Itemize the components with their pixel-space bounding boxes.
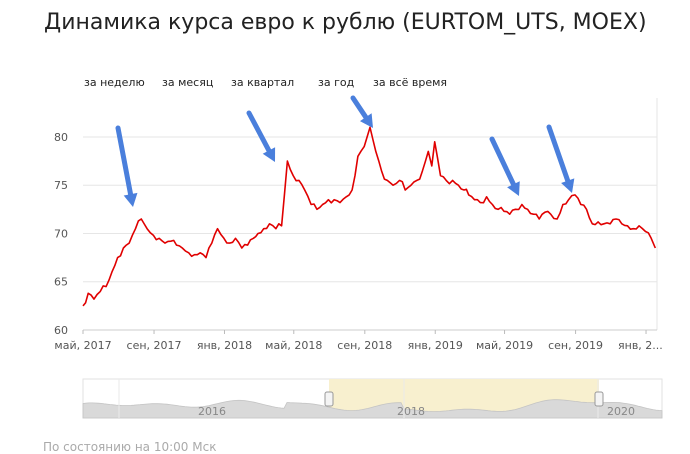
x-tick-label: сен, 2017 bbox=[127, 339, 182, 352]
arrow-head bbox=[262, 147, 276, 162]
navigator-series bbox=[82, 399, 663, 419]
page-title: Динамика курса евро к рублю (EURTOM_UTS,… bbox=[44, 10, 647, 35]
tab-week[interactable]: за неделю bbox=[84, 76, 145, 89]
x-tick-label: май, 2018 bbox=[265, 339, 322, 352]
y-tick-label: 75 bbox=[54, 179, 68, 192]
navigator-left-handle[interactable] bbox=[324, 391, 334, 407]
x-tick-label: сен, 2019 bbox=[548, 339, 603, 352]
annotation-arrows bbox=[115, 95, 575, 207]
navigator-year-label: 2016 bbox=[198, 405, 226, 418]
x-tick-label: май, 2017 bbox=[54, 339, 111, 352]
navigator-year-label: 2018 bbox=[397, 405, 425, 418]
navigator-right-handle[interactable] bbox=[594, 391, 604, 407]
tab-quarter[interactable]: за квартал bbox=[231, 76, 295, 89]
range-navigator[interactable]: 2016 2018 2020 bbox=[82, 378, 663, 419]
arrow-head bbox=[561, 178, 575, 193]
x-tick-label: янв, 2019 bbox=[408, 339, 463, 352]
tab-all-time[interactable]: за всё время bbox=[373, 76, 448, 89]
tab-month[interactable]: за месяц bbox=[162, 76, 214, 89]
y-tick-label: 70 bbox=[54, 227, 68, 240]
series bbox=[82, 126, 657, 307]
arrow-shaft bbox=[546, 124, 571, 184]
navigator-year-label: 2020 bbox=[607, 405, 635, 418]
y-tick-label: 60 bbox=[54, 324, 68, 337]
arrow-shaft bbox=[350, 95, 369, 120]
status-timestamp: По состоянию на 10:00 Мск bbox=[43, 440, 217, 454]
grid bbox=[83, 98, 658, 331]
arrow-head bbox=[123, 192, 138, 207]
arrow-shaft bbox=[489, 136, 516, 187]
y-axis: 60 65 70 75 80 bbox=[54, 131, 68, 337]
x-axis: май, 2017 сен, 2017 янв, 2018 май, 2018 сен,… bbox=[54, 329, 663, 352]
x-tick-label: янв, 2... bbox=[618, 339, 663, 352]
y-tick-label: 65 bbox=[54, 276, 68, 289]
arrow-shaft bbox=[115, 125, 134, 197]
x-tick-label: сен, 2018 bbox=[337, 339, 392, 352]
arrow-head bbox=[359, 113, 373, 128]
arrow-head bbox=[507, 181, 520, 196]
y-tick-label: 80 bbox=[54, 131, 68, 144]
x-tick-label: май, 2019 bbox=[476, 339, 533, 352]
arrow-shaft bbox=[246, 110, 272, 154]
x-tick-label: янв, 2018 bbox=[197, 339, 252, 352]
eur-rub-line bbox=[82, 126, 657, 307]
tab-year[interactable]: за год bbox=[318, 76, 355, 89]
